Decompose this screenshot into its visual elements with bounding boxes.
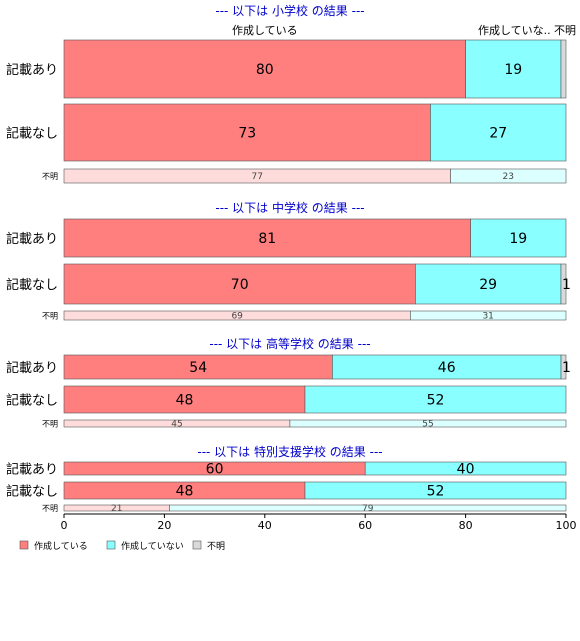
data-label: 40: [457, 462, 475, 478]
row-label: 記載あり: [6, 231, 58, 247]
bar-segment: [63, 39, 466, 99]
bar-segment: [560, 263, 567, 305]
bar-segment: [304, 481, 567, 500]
legend-label: 作成していない: [121, 540, 184, 552]
bar-segment: [63, 354, 333, 380]
panel-title: --- 以下は 中学校 の結果 ---: [215, 200, 364, 215]
data-label: 29: [479, 277, 497, 293]
data-label: 21: [111, 504, 122, 514]
row-label: 不明: [42, 172, 58, 181]
data-label: 19: [509, 231, 527, 247]
data-label: 60: [206, 462, 224, 478]
row-label: 不明: [42, 504, 58, 513]
row-label: 不明: [42, 420, 58, 429]
legend-swatch: [19, 540, 29, 550]
data-label: 48: [176, 484, 194, 500]
data-label: 55: [422, 420, 433, 430]
bar-segment: [364, 461, 567, 476]
data-label: 79: [362, 504, 374, 514]
data-label: 48: [176, 393, 194, 409]
data-label: 69: [231, 312, 243, 322]
bar-segment: [560, 39, 567, 99]
column-label: 不明: [554, 24, 576, 37]
bar-segment: [63, 385, 306, 414]
bar-segment: [415, 263, 562, 305]
data-label: 45: [171, 420, 182, 430]
data-label: 19: [504, 62, 522, 78]
x-tick-label: 100: [556, 519, 577, 532]
data-label: 1: [562, 277, 571, 293]
data-label: 1: [562, 360, 571, 376]
data-label: 81: [258, 231, 276, 247]
bar-segment: [304, 385, 567, 414]
bar-segment: [169, 504, 567, 512]
data-label: 52: [427, 393, 445, 409]
row-label: 記載あり: [6, 62, 58, 78]
bar-segment: [470, 218, 567, 258]
legend-swatch: [106, 540, 116, 550]
x-tick-label: 20: [157, 519, 171, 532]
bar-segment: [560, 354, 567, 380]
bar-segment: [63, 218, 471, 258]
row-label: 不明: [42, 312, 58, 321]
x-tick-label: 0: [61, 519, 68, 532]
data-label: 23: [503, 172, 514, 182]
legend-label: 不明: [207, 541, 225, 552]
panel-title: --- 以下は 小学校 の結果 ---: [215, 3, 364, 18]
data-label: 70: [231, 277, 249, 293]
data-label: 80: [256, 62, 274, 78]
column-label: 作成していな..: [478, 24, 551, 37]
data-label: 46: [438, 360, 456, 376]
row-label: 記載あり: [6, 360, 58, 376]
data-label: 27: [489, 126, 507, 142]
bar-segment: [63, 103, 431, 162]
bar-segment: [332, 354, 562, 380]
legend-swatch: [192, 540, 202, 550]
bar-segment: [450, 168, 567, 184]
row-label: 記載なし: [6, 484, 58, 500]
data-label: 31: [482, 312, 493, 322]
panel-title: --- 以下は 高等学校 の結果 ---: [209, 336, 370, 351]
data-label: 73: [238, 126, 256, 142]
column-label: 作成している: [232, 24, 298, 37]
data-label: 54: [189, 360, 207, 376]
x-tick-label: 80: [459, 519, 473, 532]
row-label: 記載あり: [6, 462, 58, 478]
bar-segment: [289, 419, 567, 428]
bar-segment: [430, 103, 567, 162]
data-label: 77: [252, 172, 263, 182]
x-tick-label: 40: [258, 519, 272, 532]
bar-segment: [410, 310, 567, 321]
data-label: 52: [427, 484, 445, 500]
bar-segment: [63, 263, 416, 305]
row-label: 記載なし: [6, 393, 58, 409]
legend-label: 作成している: [34, 540, 88, 552]
row-label: 記載なし: [6, 126, 58, 142]
x-tick-label: 60: [358, 519, 372, 532]
bar-segment: [465, 39, 562, 99]
row-label: 記載なし: [6, 277, 58, 293]
panel-title: --- 以下は 特別支援学校 の結果 ---: [197, 444, 382, 459]
